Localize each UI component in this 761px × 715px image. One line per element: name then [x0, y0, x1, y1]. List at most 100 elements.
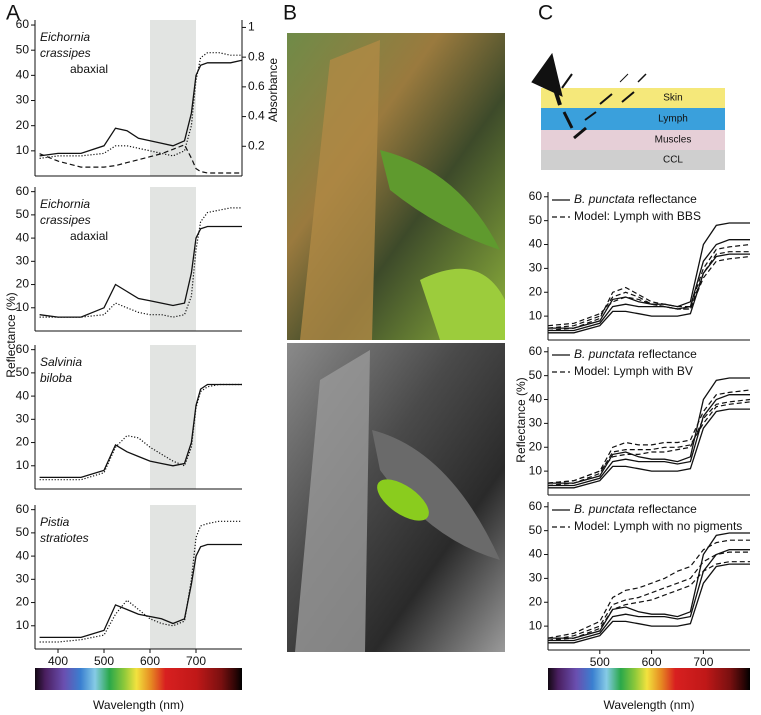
y-tick-label: 60: [529, 499, 543, 513]
y-tick-label: 50: [16, 207, 30, 221]
x-tick-label: 500: [94, 654, 114, 668]
series-line: [39, 59, 243, 157]
y-tick-label: 40: [529, 237, 543, 251]
series-line: [548, 394, 750, 487]
series-line: [39, 383, 242, 481]
y-tick-label: 20: [16, 595, 30, 609]
series-line: [548, 239, 750, 332]
y2-tick-label: 0.4: [248, 109, 265, 123]
arrow: [619, 73, 629, 83]
y-tick-label: 30: [529, 571, 543, 585]
species-label: Pistia: [40, 515, 70, 529]
y-tick-label: 10: [16, 458, 30, 472]
y-tick-label: 60: [529, 189, 543, 203]
highlight-band: [150, 187, 196, 331]
layer-ccl: [541, 150, 725, 170]
y-tick-label: 30: [529, 261, 543, 275]
series-line: [548, 408, 750, 489]
y-tick-label: 50: [16, 42, 30, 56]
layer-label: CCL: [663, 155, 683, 166]
species-label: Salvinia: [40, 355, 82, 369]
y-tick-label: 10: [529, 618, 543, 632]
x-tick-label: 500: [590, 655, 610, 669]
y-tick-label: 30: [16, 253, 30, 267]
series-line: [39, 207, 242, 318]
layer-skin: [541, 88, 725, 108]
species-label: Eichornia: [40, 197, 90, 211]
y-tick-label: 40: [16, 548, 30, 562]
x-tick-label: 600: [642, 655, 662, 669]
series-line: [547, 539, 750, 639]
legend-text: reflectance: [638, 192, 697, 206]
light-arrows: [531, 52, 647, 140]
leaf: [380, 150, 500, 250]
side-label: abaxial: [70, 62, 108, 76]
legend-text: Model: Lymph with BBS: [574, 209, 701, 223]
arrow: [637, 73, 647, 83]
y-tick-label: 60: [529, 344, 543, 358]
y2-tick-label: 0.6: [248, 79, 265, 93]
panel-label: B: [283, 2, 297, 25]
y-tick-label: 50: [16, 365, 30, 379]
spectrum-bar: [35, 668, 242, 690]
series-line: [39, 543, 242, 639]
legend-text: Model: Lymph with BV: [574, 364, 693, 378]
series-line: [547, 251, 750, 327]
arrow: [573, 126, 587, 140]
y2-tick-label: 0.8: [248, 49, 265, 63]
y-tick-label: 20: [16, 435, 30, 449]
series-line: [39, 225, 242, 318]
y-tick-label: 20: [529, 594, 543, 608]
x-axis-label: Wavelength (nm): [604, 698, 695, 712]
y-tick-label: 60: [16, 502, 30, 516]
layer-lymph: [541, 108, 725, 130]
y-tick-label: 10: [529, 463, 543, 477]
y-tick-label: 10: [16, 143, 30, 157]
legend-species: B. punctata: [574, 192, 635, 206]
y-tick-label: 20: [529, 284, 543, 298]
y-tick-label: 60: [16, 342, 30, 356]
y-tick-label: 20: [529, 439, 543, 453]
leaf: [372, 430, 500, 560]
series-line: [39, 520, 242, 643]
series-line: [547, 243, 751, 332]
y2-tick-label: 0.2: [248, 138, 265, 152]
legend-label: B. punctata reflectance: [574, 347, 697, 361]
species-label: biloba: [40, 371, 72, 385]
layer-label: Skin: [663, 93, 682, 104]
y-tick-label: 50: [529, 213, 543, 227]
series-line: [547, 401, 751, 487]
arrow: [562, 111, 574, 129]
y-axis-label: Reflectance (%): [514, 377, 528, 462]
legend-label: B. punctata reflectance: [574, 502, 697, 516]
y-tick-label: 40: [529, 547, 543, 561]
series-line: [39, 144, 242, 174]
panel-label: A: [6, 2, 20, 25]
y-tick-label: 30: [16, 571, 30, 585]
y-tick-label: 10: [16, 618, 30, 632]
highlight-band: [150, 20, 196, 176]
x-axis-label: Wavelength (nm): [93, 698, 184, 712]
species-label: Eichornia: [40, 30, 90, 44]
y-tick-label: 10: [529, 308, 543, 322]
y-tick-label: 20: [16, 118, 30, 132]
series-line: [548, 222, 750, 329]
legend-species: B. punctata: [574, 502, 635, 516]
arrow: [584, 111, 597, 121]
y2-tick-label: 1: [248, 20, 255, 34]
y-tick-label: 50: [529, 523, 543, 537]
series-line: [548, 253, 750, 334]
y-tick-label: 40: [16, 388, 30, 402]
legend-label: Model: Lymph with BV: [574, 364, 693, 378]
series-line: [39, 52, 242, 159]
legend-label: Model: Lymph with no pigments: [574, 519, 742, 533]
legend-text: reflectance: [638, 347, 697, 361]
y2-axis-label: Absorbance: [266, 58, 280, 122]
layer-label: Muscles: [655, 135, 692, 146]
y-tick-label: 40: [16, 68, 30, 82]
legend-text: reflectance: [638, 502, 697, 516]
arrow: [599, 93, 613, 105]
x-tick-label: 600: [140, 654, 160, 668]
arrow: [561, 73, 573, 89]
panel-label: C: [538, 2, 553, 25]
